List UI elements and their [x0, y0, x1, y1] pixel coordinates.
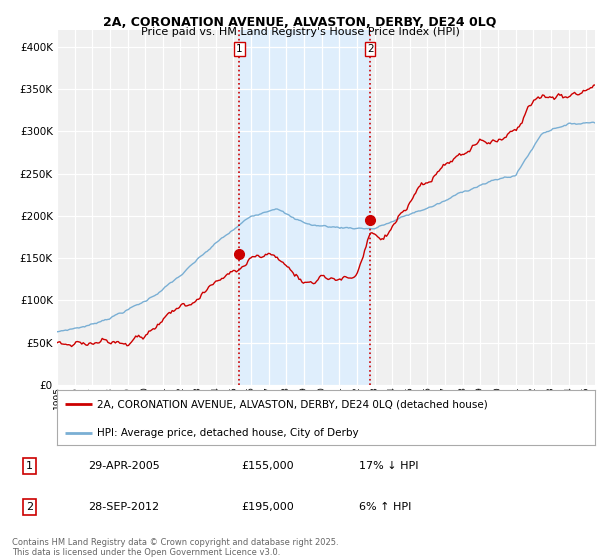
Text: £195,000: £195,000	[241, 502, 294, 512]
Text: 2: 2	[26, 502, 33, 512]
Text: Contains HM Land Registry data © Crown copyright and database right 2025.
This d: Contains HM Land Registry data © Crown c…	[12, 538, 338, 557]
Bar	[239, 30, 370, 385]
Text: 2A, CORONATION AVENUE, ALVASTON, DERBY, DE24 0LQ (detached house): 2A, CORONATION AVENUE, ALVASTON, DERBY, …	[97, 399, 488, 409]
Text: Price paid vs. HM Land Registry's House Price Index (HPI): Price paid vs. HM Land Registry's House …	[140, 27, 460, 37]
Text: 2: 2	[367, 44, 373, 54]
Text: £155,000: £155,000	[241, 461, 294, 471]
Text: 29-APR-2005: 29-APR-2005	[88, 461, 160, 471]
Text: HPI: Average price, detached house, City of Derby: HPI: Average price, detached house, City…	[97, 428, 359, 438]
Text: 1: 1	[236, 44, 242, 54]
Text: 6% ↑ HPI: 6% ↑ HPI	[359, 502, 411, 512]
Text: 28-SEP-2012: 28-SEP-2012	[88, 502, 160, 512]
Text: 1: 1	[26, 461, 33, 471]
Text: 2A, CORONATION AVENUE, ALVASTON, DERBY, DE24 0LQ: 2A, CORONATION AVENUE, ALVASTON, DERBY, …	[103, 16, 497, 29]
Text: 17% ↓ HPI: 17% ↓ HPI	[359, 461, 418, 471]
